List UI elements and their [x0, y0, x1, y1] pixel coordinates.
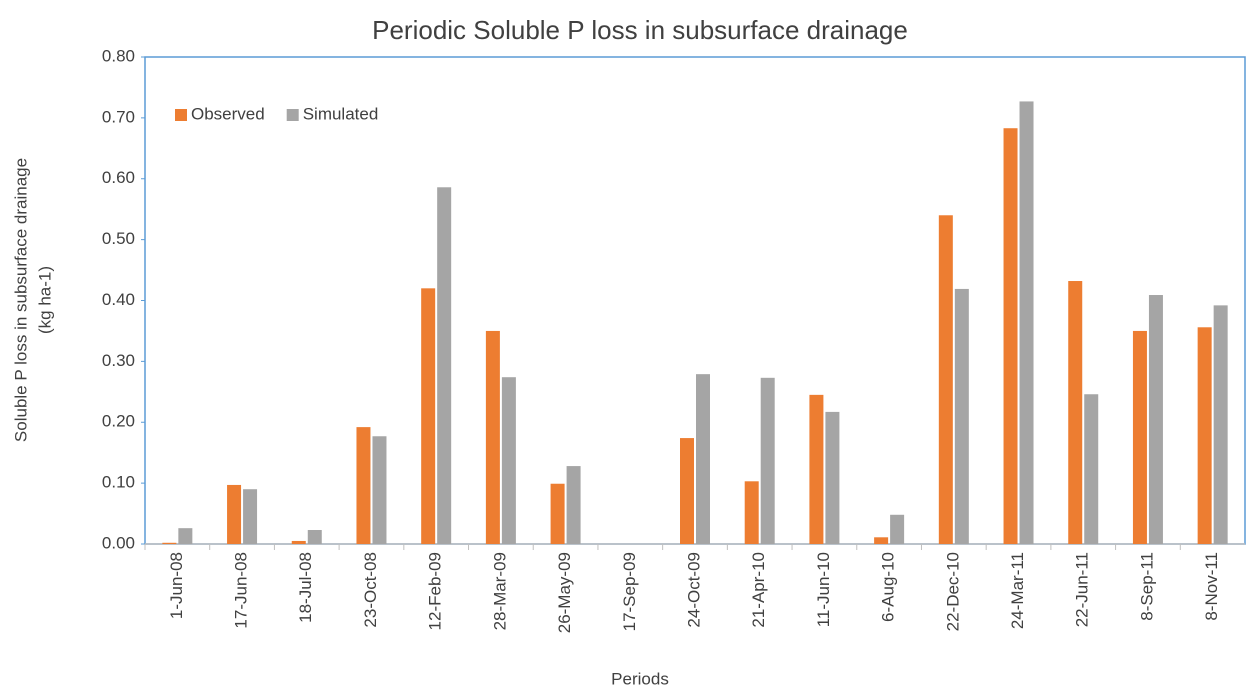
- bar: [696, 374, 710, 544]
- bar: [356, 427, 371, 544]
- bar: [162, 542, 177, 544]
- bar: [243, 489, 258, 544]
- bar: [890, 514, 905, 544]
- bar: [437, 187, 452, 544]
- bar: [1003, 128, 1018, 544]
- bar: [1132, 330, 1147, 544]
- bar: [760, 377, 775, 544]
- bar: [1084, 394, 1099, 544]
- x-tick-label: 17-Sep-09: [620, 552, 639, 631]
- legend-label: Simulated: [303, 104, 379, 123]
- bar: [566, 466, 581, 544]
- bar: [874, 537, 889, 544]
- y-tick-label: 0.40: [102, 290, 135, 309]
- bar: [550, 483, 565, 544]
- y-tick-label: 0.00: [102, 533, 135, 552]
- y-tick-label: 0.80: [102, 46, 135, 65]
- x-tick-label: 8-Nov-11: [1202, 552, 1221, 621]
- bar: [421, 288, 436, 544]
- x-tick-label: 12-Feb-09: [426, 552, 445, 630]
- x-tick-label: 6-Aug-10: [879, 552, 898, 622]
- bar: [1197, 327, 1212, 544]
- bar: [1068, 281, 1083, 544]
- x-tick-label: 1-Jun-08: [167, 552, 186, 619]
- x-tick-label: 11-Jun-10: [814, 552, 833, 627]
- y-tick-label: 0.60: [102, 168, 135, 187]
- bar: [1148, 295, 1163, 544]
- bar: [954, 288, 969, 544]
- x-tick-label: 21-Apr-10: [749, 552, 768, 628]
- bar: [825, 411, 840, 544]
- bar: [307, 529, 322, 544]
- bar: [744, 481, 759, 544]
- chart-title: Periodic Soluble P loss in subsurface dr…: [372, 15, 908, 45]
- bar: [227, 484, 242, 544]
- bar: [1019, 101, 1034, 544]
- x-tick-label: 28-Mar-09: [490, 552, 509, 630]
- legend-swatch: [175, 109, 187, 121]
- legend-swatch: [286, 109, 299, 121]
- x-tick-label: 23-Oct-08: [361, 552, 380, 628]
- y-tick-label: 0.50: [102, 229, 135, 248]
- bar: [680, 438, 694, 544]
- bar: [291, 540, 306, 544]
- bar: [809, 394, 824, 544]
- bar: [501, 377, 516, 544]
- bar: [178, 528, 193, 544]
- y-tick-label: 0.20: [102, 412, 135, 431]
- bar: [372, 436, 387, 544]
- y-axis-title: Soluble P loss in subsurface drainage: [11, 158, 30, 442]
- y-tick-label: 0.70: [102, 107, 135, 126]
- bar: [485, 330, 500, 544]
- y-axis-title: (kg ha-1): [35, 266, 54, 334]
- x-tick-label: 8-Sep-11: [1137, 552, 1156, 621]
- legend-label: Observed: [191, 104, 265, 123]
- x-tick-label: 22-Jun-11: [1073, 552, 1092, 627]
- x-tick-label: 26-May-09: [555, 552, 574, 633]
- y-tick-label: 0.10: [102, 473, 135, 492]
- x-tick-label: 24-Oct-09: [684, 552, 703, 628]
- x-tick-label: 22-Dec-10: [943, 552, 962, 631]
- x-axis-title: Periods: [611, 669, 669, 688]
- x-tick-label: 24-Mar-11: [1008, 552, 1027, 629]
- bar: [938, 215, 953, 544]
- bar: [1213, 305, 1228, 544]
- y-tick-label: 0.30: [102, 351, 135, 370]
- x-tick-label: 18-Jul-08: [296, 552, 315, 623]
- x-tick-label: 17-Jun-08: [232, 552, 251, 629]
